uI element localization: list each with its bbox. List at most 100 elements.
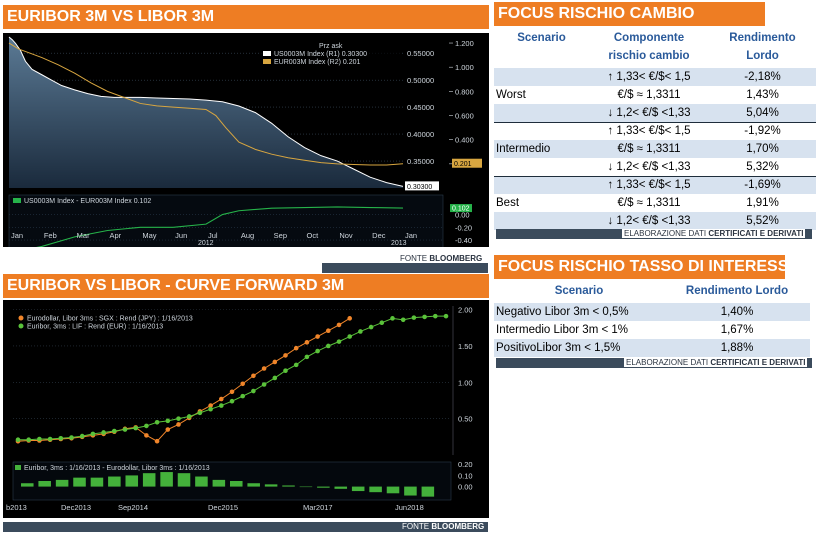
chart2-source: FONTE BLOOMBERG (402, 522, 484, 531)
chart2-euribor-point (69, 435, 74, 440)
chart1-legend-swatch-eur (263, 59, 271, 64)
fx-row-rendimento: 5,52% (746, 215, 779, 227)
fx-row-componente: ↑ 1,33< €/$< 1,5 (607, 71, 691, 83)
chart1-legend-header: Prz ask (319, 43, 343, 50)
chart1-subpanel-bg (8, 194, 444, 247)
fx-header-scenario: Scenario (517, 32, 566, 44)
chart1-source-prefix: FONTE (400, 254, 428, 263)
chart1-eur-last-tag (452, 158, 482, 168)
fx-row-componente: ↑ 1,33< €/$< 1,5 (589, 175, 709, 194)
chart2-sub-bar (195, 476, 208, 487)
fx-row-rendimento: -1,92% (709, 121, 816, 140)
chart2-sub-bar (351, 486, 365, 492)
chart2-xtick: Dec2013 (61, 503, 91, 512)
chart2-eurodollar-point (251, 373, 256, 379)
fx-row-componente: €/$ ≈ 1,3311 (617, 143, 681, 155)
fx-row: ↑ 1,33< €/$< 1,5 -2,18% (494, 68, 816, 86)
chart2-sub-ytick: 0.00 (458, 483, 473, 492)
chart2-euribor-point (165, 418, 171, 424)
rate-source: ELABORAZIONE DATI CERTIFICATI E DERIVATI (624, 358, 808, 367)
fx-row: ↓ 1,2< €/$ <1,33 5,52% (494, 212, 816, 230)
chart2-euribor-point (261, 382, 267, 387)
chart1-xtick: Apr (110, 231, 122, 240)
chart1-legend-box (260, 41, 402, 67)
chart2-sub-bar (73, 477, 86, 487)
chart2-sub-bar (108, 476, 121, 487)
chart2-euribor-point (379, 320, 385, 326)
chart2-euribor-point (251, 388, 256, 394)
chart1-sub-series-line (36, 206, 404, 247)
chart2-sub-legend: Euribor, 3ms : 1/16/2013 - Eurodollar, L… (24, 465, 210, 472)
rate-risk-title: FOCUS RISCHIO TASSO DI INTERESSE (494, 255, 785, 279)
fx-risk-table: Scenario Componente Rendimento rischio c… (494, 32, 816, 230)
chart2-eurodollar-point (315, 334, 320, 339)
chart2-euribor-point (15, 437, 21, 443)
chart2-xtick: Mar2017 (303, 503, 333, 512)
chart2-euribor-point (112, 428, 117, 434)
rate-row: Intermedio Libor 3m < 1% 1,67% (494, 321, 810, 339)
rate-header-scenario: Scenario (554, 285, 604, 297)
fx-row-scenario (494, 212, 589, 230)
chart2-euribor-point (219, 403, 224, 408)
chart2-sub-bar (55, 479, 69, 487)
chart2-xtick: Dec2015 (208, 503, 238, 512)
chart2-eurodollar-point (229, 389, 235, 395)
chart2-sub-bar (38, 481, 51, 487)
chart2-series-eurodollar-line (17, 317, 350, 442)
chart1-legend-eur: EUR003M Index (R2) 0.201 (274, 59, 360, 66)
chart2-sub-bar (212, 479, 226, 487)
chart2-sub-bar (282, 485, 295, 487)
chart2-legend-item: Euribor, 3ms : LIF : Rend (EUR) : 1/16/2… (27, 324, 163, 331)
chart2-euribor-point (197, 410, 203, 416)
chart2-sub-legend-swatch (15, 465, 21, 470)
chart2-euribor-point (186, 414, 192, 419)
chart2-eurodollar-point (208, 403, 213, 408)
chart2-eurodollar-point (261, 366, 267, 371)
fx-row-scenario: Intermedio (496, 143, 551, 155)
chart2-euribor-point (422, 314, 427, 320)
rate-header-rendimento: Rendimento Lordo (685, 285, 789, 297)
chart1-xtick: Sep (274, 231, 287, 240)
fx-row-scenario: Best (496, 197, 520, 209)
chart2-euribor-point (272, 375, 278, 381)
chart1-sub-last-label: 0.102 (452, 206, 470, 213)
chart1-xtick: Jan (405, 231, 417, 240)
rate-row: PositivoLibor 3m < 1,5% 1,88% (494, 339, 810, 357)
fx-row: Best €/$ ≈ 1,3311 1,91% (494, 194, 816, 212)
chart2-sub-bar (90, 477, 104, 487)
chart2-sub-bar (299, 486, 313, 488)
fx-row-rendimento: 5,32% (746, 160, 779, 173)
chart1-svg: 0.55000 0.50000 0.45000 0.40000 0.35000 1.200… (8, 36, 482, 247)
fx-row-componente: €/$ ≈ 1,3311 (617, 89, 681, 101)
rate-source-prefix: ELABORAZIONE DATI (626, 358, 709, 367)
fx-row-scenario (494, 68, 589, 86)
chart2-legend-box (15, 312, 251, 332)
chart1-ytick-right: 1.200 (455, 39, 474, 48)
chart2-euribor-point (358, 329, 363, 334)
fx-row-scenario (494, 175, 589, 194)
chart2-eurodollar-point (326, 328, 331, 334)
rate-row-rendimento: 1,40% (720, 306, 754, 318)
chart1-xtick: Nov (339, 231, 353, 240)
chart2-ytick: 1.00 (458, 378, 473, 387)
chart1-ytick-left: 0.35000 (407, 157, 434, 166)
fx-row-rendimento: -1,69% (709, 175, 816, 194)
chart2-sub-bar (317, 486, 330, 488)
rate-row: Negativo Libor 3m < 0,5% 1,40% (494, 303, 810, 321)
chart2-legend-item: Eurodollar, Libor 3ms : SGX : Rend (JPY)… (27, 316, 193, 323)
chart2-euribor-point (304, 354, 310, 360)
chart2-eurodollar-point (304, 340, 310, 345)
chart2-euribor-point (47, 436, 53, 442)
chart1-sub-ytick: -0.20 (455, 223, 472, 232)
rate-row-scenario: Negativo Libor 3m < 0,5% (496, 306, 629, 318)
chart2-sub-bar (230, 481, 243, 487)
chart1-xtick: Feb (44, 231, 57, 240)
fx-row-scenario: Worst (496, 89, 526, 101)
chart2-xtick: b2013 (6, 503, 27, 512)
fx-row: Intermedio €/$ ≈ 1,3311 1,70% (494, 140, 816, 158)
chart2-ytick: 0.50 (458, 415, 473, 424)
fx-header-rendimento: Rendimento (709, 32, 816, 50)
chart2-euribor-point (79, 433, 85, 439)
chart2-sub-bar (247, 483, 260, 487)
chart2-euribor-point (122, 427, 128, 432)
